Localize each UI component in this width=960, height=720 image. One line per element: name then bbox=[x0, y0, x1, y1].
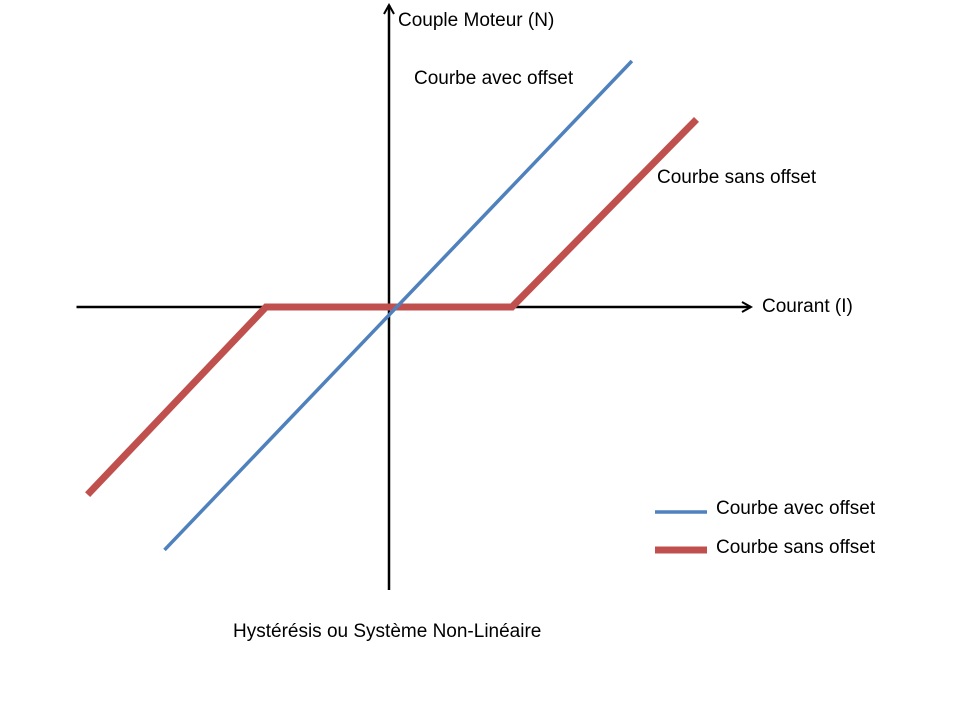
series-line-courbe-sans-offset bbox=[85, 116, 699, 498]
legend-label-courbe-sans-offset: Courbe sans offset bbox=[716, 537, 876, 558]
x-axis-label: Courant (I) bbox=[762, 296, 853, 317]
y-axis-label: Couple Moteur (N) bbox=[398, 10, 554, 31]
annotation-courbe-avec-offset: Courbe avec offset bbox=[414, 68, 574, 89]
series-line-courbe-avec-offset bbox=[163, 59, 634, 552]
chart-caption: Hystérésis ou Système Non-Linéaire bbox=[233, 621, 541, 642]
annotation-courbe-sans-offset: Courbe sans offset bbox=[657, 167, 817, 188]
legend-label-courbe-avec-offset: Courbe avec offset bbox=[716, 498, 876, 519]
legend: Courbe avec offset Courbe sans offset bbox=[655, 498, 876, 558]
